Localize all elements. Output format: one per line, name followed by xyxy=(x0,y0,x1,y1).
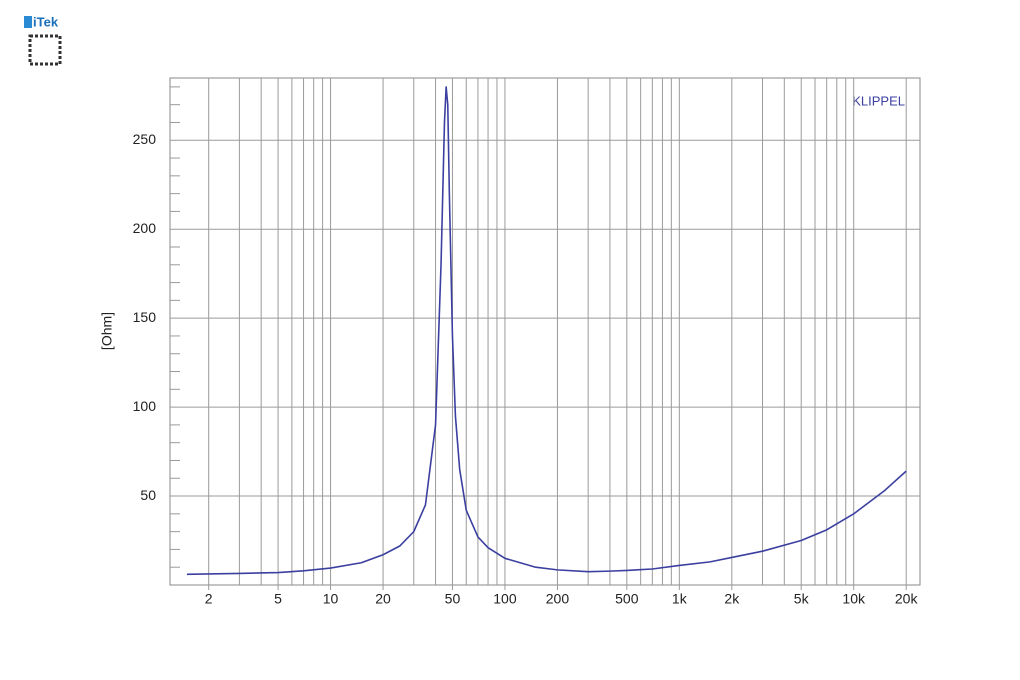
x-tick-label: 500 xyxy=(615,591,639,607)
y-tick-label: 200 xyxy=(133,220,157,236)
logo-icon xyxy=(24,16,32,28)
x-tick-label: 10k xyxy=(842,591,866,607)
y-tick-label: 150 xyxy=(133,309,157,325)
y-tick-label: 250 xyxy=(133,131,157,147)
x-tick-label: 2k xyxy=(724,591,740,607)
logo-text: iTek xyxy=(33,14,59,29)
y-tick-label: 50 xyxy=(140,487,156,503)
y-axis-label: [Ohm] xyxy=(99,312,115,350)
x-tick-label: 5 xyxy=(274,591,282,607)
x-tick-label: 10 xyxy=(323,591,339,607)
x-tick-label: 50 xyxy=(445,591,461,607)
x-tick-label: 200 xyxy=(546,591,570,607)
qr-code xyxy=(28,34,62,66)
impedance-line xyxy=(186,86,907,576)
x-tick-label: 20 xyxy=(375,591,391,607)
plot-frame xyxy=(169,77,921,586)
x-tick-label: 5k xyxy=(794,591,810,607)
x-tick-label: 100 xyxy=(493,591,517,607)
x-tick-label: 2 xyxy=(205,591,213,607)
annotation: KLIPPEL xyxy=(852,93,905,108)
y-tick-label: 100 xyxy=(133,398,157,414)
x-tick-label: 20k xyxy=(895,591,919,607)
x-tick-label: 1k xyxy=(672,591,688,607)
